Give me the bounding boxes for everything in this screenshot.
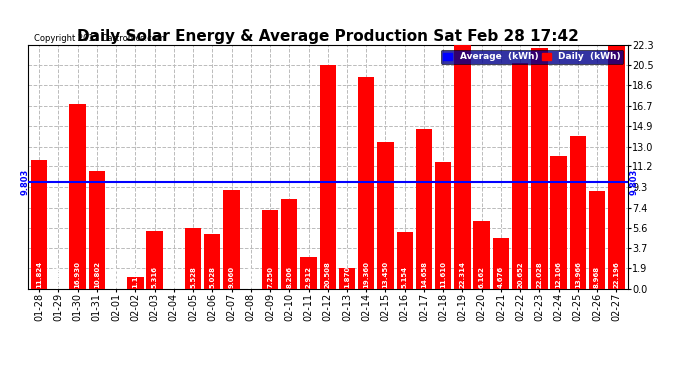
Bar <box>377 142 394 289</box>
Text: 22.196: 22.196 <box>613 261 620 288</box>
Bar <box>589 191 605 289</box>
Text: 0.000: 0.000 <box>248 266 254 288</box>
Bar <box>397 232 413 289</box>
Text: 1.104: 1.104 <box>132 265 139 288</box>
Text: 10.802: 10.802 <box>94 261 100 288</box>
Text: 11.610: 11.610 <box>440 261 446 288</box>
Bar <box>70 104 86 289</box>
Bar <box>319 64 336 289</box>
Bar <box>339 268 355 289</box>
Text: 5.154: 5.154 <box>402 266 408 288</box>
Text: 6.162: 6.162 <box>479 266 484 288</box>
Text: 0.000: 0.000 <box>113 266 119 288</box>
Bar <box>473 221 490 289</box>
Text: 16.930: 16.930 <box>75 261 81 288</box>
Text: 22.314: 22.314 <box>460 261 466 288</box>
Bar <box>608 46 624 289</box>
Bar <box>204 234 221 289</box>
Text: 8.206: 8.206 <box>286 266 293 288</box>
Text: 12.106: 12.106 <box>555 261 562 288</box>
Bar <box>146 231 163 289</box>
Text: 9.803: 9.803 <box>630 168 639 195</box>
Text: 13.966: 13.966 <box>575 261 581 288</box>
Text: 9.803: 9.803 <box>21 168 30 195</box>
Text: Copyright 2015 Cartronics.com: Copyright 2015 Cartronics.com <box>34 34 165 43</box>
Text: 13.450: 13.450 <box>382 261 388 288</box>
Title: Daily Solar Energy & Average Production Sat Feb 28 17:42: Daily Solar Energy & Average Production … <box>77 29 579 44</box>
Bar <box>531 48 548 289</box>
Bar <box>31 159 48 289</box>
Text: 11.824: 11.824 <box>36 261 42 288</box>
Text: 0.000: 0.000 <box>171 266 177 288</box>
Bar <box>127 277 144 289</box>
Text: 8.968: 8.968 <box>594 266 600 288</box>
Text: 20.508: 20.508 <box>325 261 331 288</box>
Text: 22.028: 22.028 <box>536 261 542 288</box>
Text: 19.360: 19.360 <box>363 261 369 288</box>
Bar <box>281 199 297 289</box>
Bar <box>416 129 432 289</box>
Text: 5.316: 5.316 <box>152 266 157 288</box>
Bar <box>493 238 509 289</box>
Bar <box>262 210 278 289</box>
Text: 7.250: 7.250 <box>267 266 273 288</box>
Bar <box>570 136 586 289</box>
Bar <box>300 257 317 289</box>
Text: 4.676: 4.676 <box>498 266 504 288</box>
Bar <box>358 77 375 289</box>
Bar <box>512 63 529 289</box>
Bar <box>224 190 239 289</box>
Legend: Average  (kWh), Daily  (kWh): Average (kWh), Daily (kWh) <box>441 50 623 64</box>
Bar <box>435 162 451 289</box>
Text: 9.060: 9.060 <box>228 266 235 288</box>
Text: 5.528: 5.528 <box>190 266 196 288</box>
Text: 2.912: 2.912 <box>306 266 311 288</box>
Text: 14.658: 14.658 <box>421 261 427 288</box>
Text: 1.870: 1.870 <box>344 266 350 288</box>
Text: 0.000: 0.000 <box>55 266 61 288</box>
Text: 5.028: 5.028 <box>209 266 215 288</box>
Bar <box>454 45 471 289</box>
Bar <box>551 156 566 289</box>
Text: 20.652: 20.652 <box>517 261 523 288</box>
Bar <box>185 228 201 289</box>
Bar <box>89 171 105 289</box>
